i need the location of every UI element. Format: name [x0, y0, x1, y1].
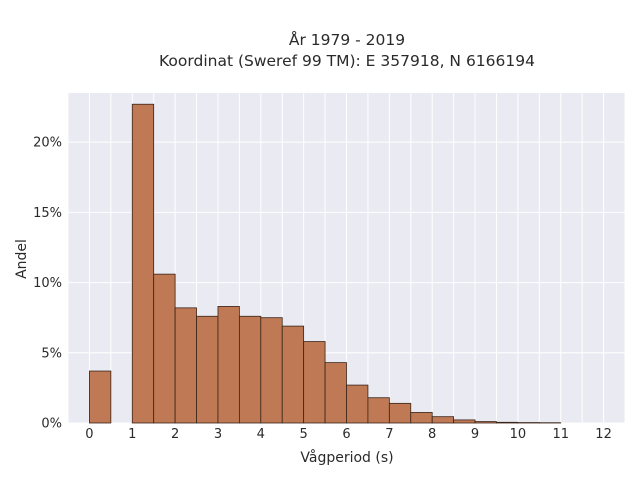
x-tick-label: 12	[595, 427, 612, 442]
chart-subtitle: Koordinat (Sweref 99 TM): E 357918, N 61…	[159, 52, 535, 70]
x-tick-label: 6	[342, 427, 350, 442]
histogram-bar	[346, 384, 369, 424]
histogram-bar	[431, 416, 455, 424]
y-tick-label: 15%	[33, 206, 62, 221]
y-axis-ticks: 0% 5% 10% 15% 20%	[33, 136, 62, 432]
x-tick-label: 9	[471, 427, 479, 442]
histogram-bar	[474, 421, 497, 424]
x-tick-label: 1	[128, 427, 136, 442]
histogram-bar	[324, 362, 347, 424]
histogram-bar	[174, 307, 197, 424]
x-tick-label: 10	[510, 427, 527, 442]
histogram-bar	[131, 103, 155, 424]
histogram-bar	[89, 370, 112, 424]
histogram-bar	[367, 397, 390, 424]
y-tick-label: 0%	[41, 417, 62, 432]
histogram-bar	[238, 315, 262, 424]
y-axis-label: Andel	[14, 239, 30, 279]
histogram-bar	[303, 341, 326, 424]
x-tick-label: 4	[257, 427, 265, 442]
histogram-bar	[453, 419, 476, 424]
x-tick-label: 5	[300, 427, 308, 442]
y-tick-label: 20%	[33, 136, 62, 151]
x-tick-label: 3	[214, 427, 222, 442]
chart-title: År 1979 - 2019	[289, 30, 405, 49]
histogram-bar	[260, 317, 283, 424]
x-tick-label: 8	[428, 427, 436, 442]
x-axis-ticks: 0 1 2 3 4 5 6 7 8 9 10 11 12	[85, 427, 612, 442]
y-tick-label: 5%	[41, 346, 62, 361]
histogram-bar	[153, 273, 176, 424]
histogram-bar	[281, 325, 305, 424]
x-axis-label: Vågperiod (s)	[300, 449, 393, 466]
x-tick-label: 11	[552, 427, 569, 442]
histogram-bar	[196, 315, 219, 424]
histogram-bar	[217, 306, 240, 424]
x-tick-label: 7	[385, 427, 393, 442]
x-tick-label: 2	[171, 427, 179, 442]
x-tick-label: 0	[85, 427, 93, 442]
y-tick-label: 10%	[33, 276, 62, 291]
histogram-bar	[388, 402, 412, 424]
bars	[89, 103, 562, 424]
histogram-bar	[410, 412, 433, 424]
histogram-bar	[496, 421, 519, 424]
